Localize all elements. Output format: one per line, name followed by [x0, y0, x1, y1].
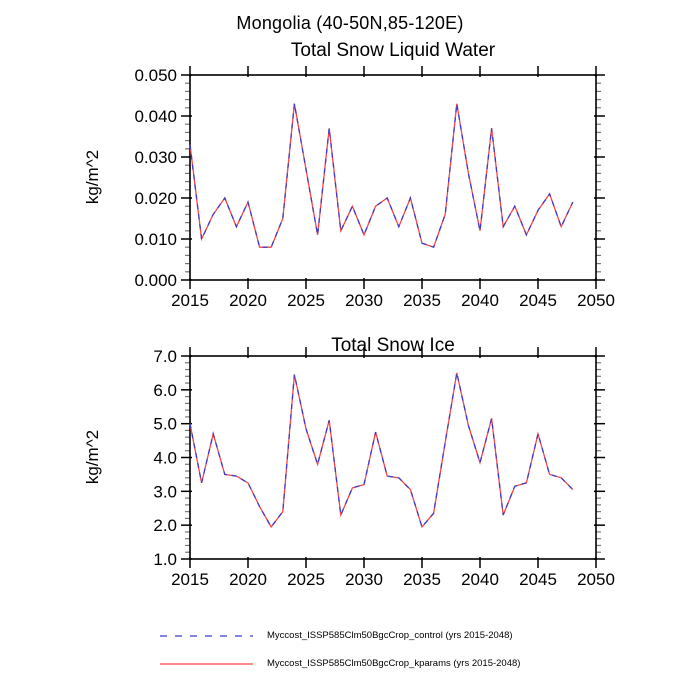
y-tick-label: 1.0 [153, 550, 177, 569]
main-title: Mongolia (40-50N,85-120E) [236, 13, 464, 33]
x-tick-label: 2025 [287, 291, 325, 310]
plot-border [189, 355, 597, 560]
series-line-Myccost_ISSP585Clm50BgcCrop_control [189, 103, 574, 249]
y-tick-label: 7.0 [153, 347, 177, 366]
plot-border [189, 74, 597, 281]
x-tick-label: 2020 [229, 291, 267, 310]
series-line-Myccost_ISSP585Clm50BgcCrop_control [189, 372, 574, 529]
y-tick-label: 2.0 [153, 516, 177, 535]
x-tick-label: 2035 [403, 291, 441, 310]
x-tick-label: 2030 [345, 570, 383, 589]
x-tick-label: 2050 [577, 291, 615, 310]
x-tick-label: 2045 [519, 570, 557, 589]
x-tick-label: 2035 [403, 570, 441, 589]
legend-label-control: Myccost_ISSP585Clm50BgcCrop_control (yrs… [267, 630, 513, 641]
x-tick-label: 2020 [229, 570, 267, 589]
x-tick-label: 2040 [461, 570, 499, 589]
y-tick-label: 0.040 [134, 107, 177, 126]
y-tick-label: 0.010 [134, 230, 177, 249]
x-tick-label: 2040 [461, 291, 499, 310]
y-tick-label: 4.0 [153, 449, 177, 468]
y-tick-label: 0.030 [134, 148, 177, 167]
y-tick-label: 0.000 [134, 271, 177, 290]
x-tick-label: 2015 [171, 291, 209, 310]
y-tick-label: 6.0 [153, 381, 177, 400]
y-tick-label: 3.0 [153, 482, 177, 501]
chart-title-snow-ice: Total Snow Ice [331, 335, 455, 356]
y-tick-label: 5.0 [153, 415, 177, 434]
y-tick-label: 0.020 [134, 189, 177, 208]
series-line-Myccost_ISSP585Clm50BgcCrop_kparams [189, 372, 574, 529]
y-tick-label: 0.050 [134, 66, 177, 85]
x-tick-label: 2030 [345, 291, 383, 310]
x-tick-label: 2015 [171, 570, 209, 589]
legend-label-kparams: Myccost_ISSP585Clm50BgcCrop_kparams (yrs… [267, 658, 521, 669]
series-line-Myccost_ISSP585Clm50BgcCrop_kparams [189, 103, 574, 249]
x-tick-label: 2050 [577, 570, 615, 589]
chart-title-snow-liquid-water: Total Snow Liquid Water [290, 40, 496, 61]
x-tick-label: 2025 [287, 570, 325, 589]
x-tick-label: 2045 [519, 291, 557, 310]
